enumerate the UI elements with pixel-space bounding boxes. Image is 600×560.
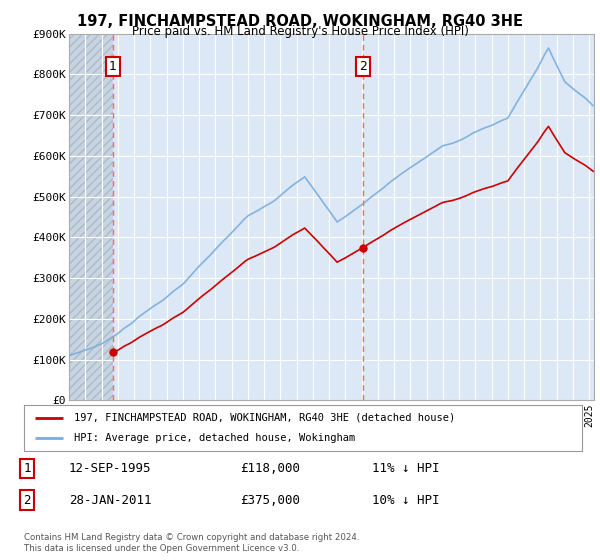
Text: £375,000: £375,000 <box>240 493 300 507</box>
Text: Price paid vs. HM Land Registry's House Price Index (HPI): Price paid vs. HM Land Registry's House … <box>131 25 469 38</box>
Text: 197, FINCHAMPSTEAD ROAD, WOKINGHAM, RG40 3HE: 197, FINCHAMPSTEAD ROAD, WOKINGHAM, RG40… <box>77 14 523 29</box>
Text: 1: 1 <box>23 462 31 475</box>
Text: 1: 1 <box>109 60 117 73</box>
Text: 2: 2 <box>23 493 31 507</box>
Text: 10% ↓ HPI: 10% ↓ HPI <box>372 493 439 507</box>
Text: £118,000: £118,000 <box>240 462 300 475</box>
Text: Contains HM Land Registry data © Crown copyright and database right 2024.
This d: Contains HM Land Registry data © Crown c… <box>24 533 359 553</box>
Text: 2: 2 <box>359 60 367 73</box>
Text: 28-JAN-2011: 28-JAN-2011 <box>69 493 151 507</box>
Text: 197, FINCHAMPSTEAD ROAD, WOKINGHAM, RG40 3HE (detached house): 197, FINCHAMPSTEAD ROAD, WOKINGHAM, RG40… <box>74 413 455 423</box>
Text: HPI: Average price, detached house, Wokingham: HPI: Average price, detached house, Woki… <box>74 433 355 443</box>
Text: 12-SEP-1995: 12-SEP-1995 <box>69 462 151 475</box>
Text: 11% ↓ HPI: 11% ↓ HPI <box>372 462 439 475</box>
